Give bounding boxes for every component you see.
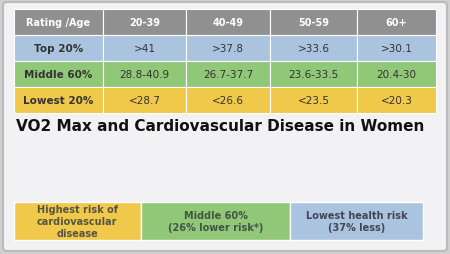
Text: VO2 Max and Cardiovascular Disease in Women: VO2 Max and Cardiovascular Disease in Wo… bbox=[16, 119, 424, 133]
Text: Middle 60%: Middle 60% bbox=[24, 70, 93, 80]
FancyBboxPatch shape bbox=[270, 88, 357, 114]
FancyBboxPatch shape bbox=[14, 10, 103, 36]
Text: Lowest health risk
(37% less): Lowest health risk (37% less) bbox=[306, 210, 408, 232]
Text: Middle 60%
(26% lower risk*): Middle 60% (26% lower risk*) bbox=[168, 210, 263, 232]
FancyBboxPatch shape bbox=[357, 62, 436, 88]
FancyBboxPatch shape bbox=[140, 202, 290, 240]
Text: Top 20%: Top 20% bbox=[34, 44, 83, 54]
Text: 50-59: 50-59 bbox=[298, 18, 329, 28]
FancyBboxPatch shape bbox=[103, 62, 186, 88]
Text: 28.8-40.9: 28.8-40.9 bbox=[119, 70, 170, 80]
Text: 20-39: 20-39 bbox=[129, 18, 160, 28]
Text: Rating /Age: Rating /Age bbox=[26, 18, 90, 28]
Text: 40-49: 40-49 bbox=[212, 18, 243, 28]
FancyBboxPatch shape bbox=[357, 36, 436, 62]
Text: <28.7: <28.7 bbox=[128, 96, 160, 106]
FancyBboxPatch shape bbox=[186, 36, 270, 62]
Text: 26.7-37.7: 26.7-37.7 bbox=[203, 70, 253, 80]
Text: <26.6: <26.6 bbox=[212, 96, 244, 106]
FancyBboxPatch shape bbox=[3, 3, 447, 251]
FancyBboxPatch shape bbox=[357, 10, 436, 36]
FancyBboxPatch shape bbox=[270, 62, 357, 88]
Text: <23.5: <23.5 bbox=[297, 96, 329, 106]
FancyBboxPatch shape bbox=[103, 88, 186, 114]
FancyBboxPatch shape bbox=[186, 88, 270, 114]
FancyBboxPatch shape bbox=[186, 10, 270, 36]
FancyBboxPatch shape bbox=[270, 10, 357, 36]
FancyBboxPatch shape bbox=[357, 88, 436, 114]
FancyBboxPatch shape bbox=[186, 62, 270, 88]
FancyBboxPatch shape bbox=[290, 202, 423, 240]
Text: Lowest 20%: Lowest 20% bbox=[23, 96, 94, 106]
FancyBboxPatch shape bbox=[14, 88, 103, 114]
Text: <20.3: <20.3 bbox=[381, 96, 413, 106]
Text: 20.4-30: 20.4-30 bbox=[377, 70, 417, 80]
Text: >37.8: >37.8 bbox=[212, 44, 244, 54]
Text: 60+: 60+ bbox=[386, 18, 407, 28]
Text: 23.6-33.5: 23.6-33.5 bbox=[288, 70, 338, 80]
FancyBboxPatch shape bbox=[14, 202, 140, 240]
FancyBboxPatch shape bbox=[14, 36, 103, 62]
FancyBboxPatch shape bbox=[103, 10, 186, 36]
Text: >33.6: >33.6 bbox=[297, 44, 329, 54]
FancyBboxPatch shape bbox=[14, 62, 103, 88]
Text: Highest risk of
cardiovascular
disease: Highest risk of cardiovascular disease bbox=[37, 204, 118, 238]
FancyBboxPatch shape bbox=[103, 36, 186, 62]
Text: >41: >41 bbox=[133, 44, 155, 54]
FancyBboxPatch shape bbox=[270, 36, 357, 62]
Text: >30.1: >30.1 bbox=[381, 44, 413, 54]
